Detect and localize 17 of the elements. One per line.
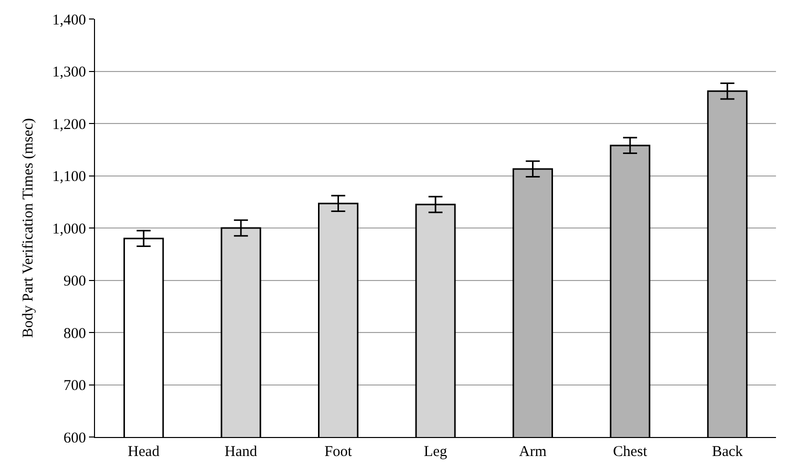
y-tick-label: 800: [64, 326, 86, 342]
x-tick-label: Arm: [519, 444, 547, 460]
y-tick-label: 1,000: [52, 221, 86, 238]
x-tick-label: Foot: [324, 444, 353, 460]
y-tick-label: 600: [64, 430, 86, 446]
y-tick-label: 1,400: [52, 12, 86, 28]
x-tick-label: Back: [712, 444, 744, 460]
y-tick-label: 900: [64, 274, 86, 290]
y-tick-label: 1,100: [52, 169, 86, 185]
y-axis-title: Body Part Verification Times (msec): [20, 118, 36, 338]
x-tick-label: Hand: [224, 444, 258, 460]
x-tick-label: Leg: [424, 444, 448, 460]
x-tick-label: Chest: [612, 444, 648, 460]
y-tick-label: 1,300: [52, 64, 86, 80]
x-tick-label: Head: [128, 444, 160, 460]
y-tick-label: 700: [64, 378, 86, 394]
y-tick-label: 1,200: [52, 116, 86, 133]
